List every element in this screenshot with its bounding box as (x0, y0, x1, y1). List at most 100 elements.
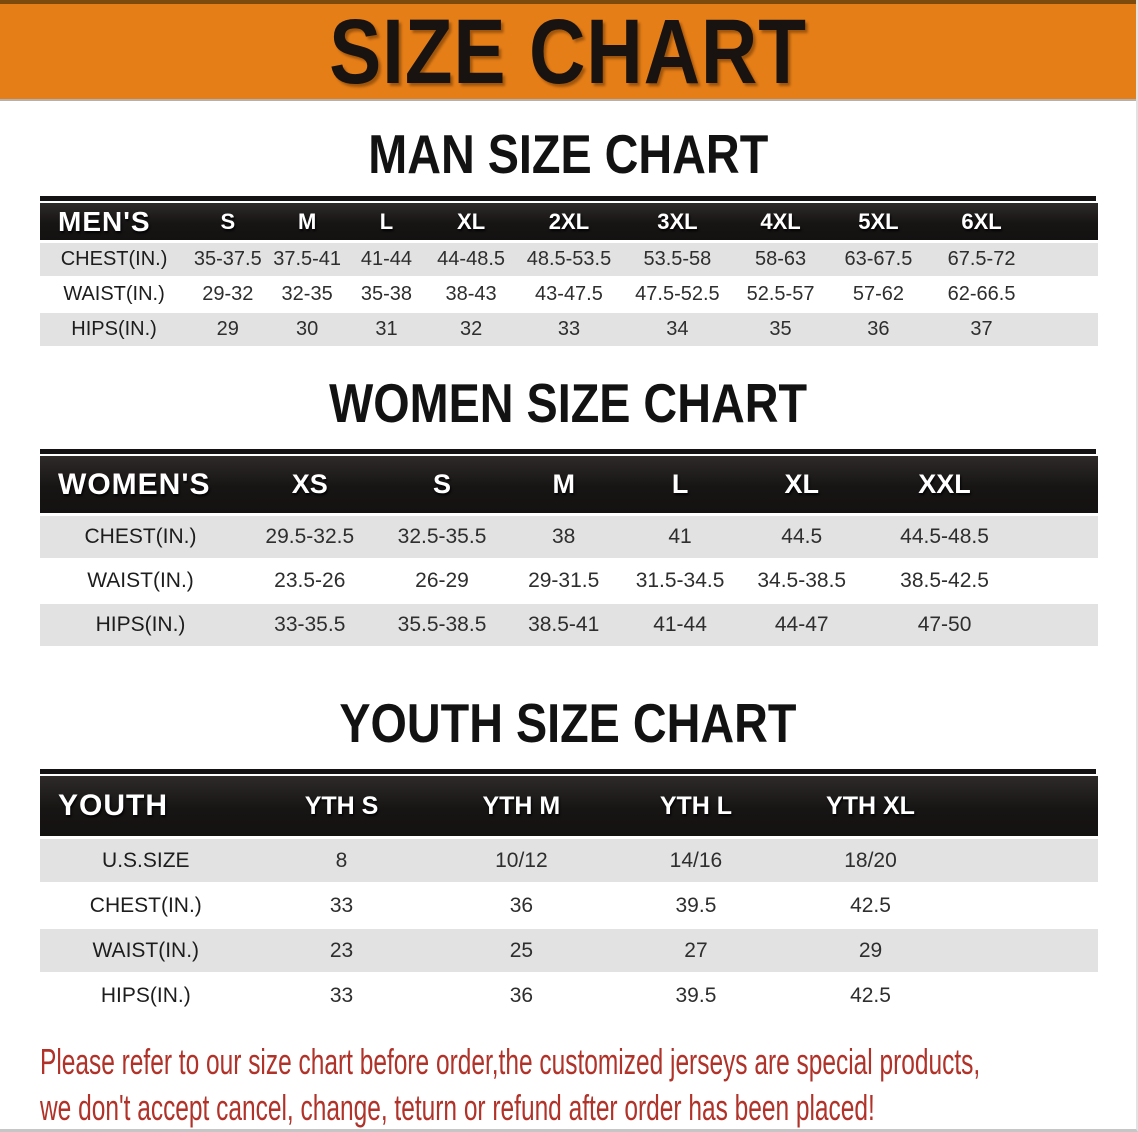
youth-size-table: YOUTH YTH S YTH M YTH L YTH XL U.S.SIZE 8 10/12… (40, 776, 1098, 1019)
size-cell: 38.5-41 (505, 604, 622, 648)
size-cell: 14/16 (611, 839, 781, 884)
size-cell: 33 (251, 974, 432, 1019)
size-cell: 43-47.5 (516, 278, 622, 313)
size-cell: 35-38 (346, 278, 427, 313)
section-womens: WOMEN SIZE CHART WOMEN'S XS S M L XL XXL CHEST(I… (0, 376, 1136, 648)
mens-size-table: MEN'S S M L XL 2XL 3XL 4XL 5XL 6XL CHEST(IN.) 35-37… (40, 203, 1098, 348)
size-cell: 36 (431, 974, 612, 1019)
size-cell: 57-62 (828, 278, 929, 313)
size-cell: 29 (780, 929, 961, 974)
size-cell: 26-29 (378, 560, 506, 604)
size-cell: 29 (188, 313, 268, 348)
size-cell: 25 (431, 929, 612, 974)
table-top-border (40, 449, 1096, 454)
size-cell: 47.5-52.5 (621, 278, 733, 313)
size-cell: 31.5-34.5 (621, 560, 739, 604)
size-cell: 53.5-58 (621, 243, 733, 278)
size-cell: 27 (611, 929, 781, 974)
table-title: WOMEN'S (40, 456, 242, 516)
column-header: 3XL (621, 203, 733, 243)
column-header: S (188, 203, 268, 243)
size-cell: 48.5-53.5 (516, 243, 622, 278)
column-header: YTH L (611, 776, 781, 839)
size-cell: 33 (251, 884, 432, 929)
row-label: CHEST(IN.) (40, 243, 189, 278)
size-chart-sections: MAN SIZE CHART MEN'S S M L XL 2XL 3XL 4XL 5XL 6XL C… (0, 127, 1136, 1019)
size-cell: 29-31.5 (505, 560, 622, 604)
table-row: HIPS(IN.) 33-35.5 35.5-38.5 38.5-41 41-44 44-… (40, 604, 1098, 648)
row-filler (1034, 313, 1098, 348)
column-header: XS (241, 456, 379, 516)
size-cell: 35-37.5 (188, 243, 268, 278)
section-mens: MAN SIZE CHART MEN'S S M L XL 2XL 3XL 4XL 5XL 6XL C… (0, 127, 1136, 348)
row-filler (1034, 278, 1098, 313)
size-cell: 41-44 (346, 243, 427, 278)
table-header-row: WOMEN'S XS S M L XL XXL (40, 456, 1098, 516)
size-cell: 36 (431, 884, 612, 929)
column-header: XXL (865, 456, 1024, 516)
size-cell: 23 (251, 929, 432, 974)
size-cell: 29-32 (188, 278, 268, 313)
row-filler (1023, 516, 1098, 560)
size-cell: 10/12 (431, 839, 612, 884)
size-cell: 44.5 (738, 516, 866, 560)
table-top-border (40, 769, 1096, 774)
column-header: L (621, 456, 739, 516)
size-cell: 38.5-42.5 (865, 560, 1024, 604)
size-cell: 33-35.5 (241, 604, 379, 648)
row-label: HIPS(IN.) (40, 313, 189, 348)
header-filler (1023, 456, 1098, 516)
column-header: M (505, 456, 622, 516)
column-header: 6XL (928, 203, 1035, 243)
size-cell: 35.5-38.5 (378, 604, 506, 648)
section-youth: YOUTH SIZE CHART YOUTH YTH S YTH M YTH L YTH … (0, 696, 1136, 1019)
size-cell: 38-43 (426, 278, 517, 313)
size-cell: 37 (928, 313, 1035, 348)
row-label: U.S.SIZE (40, 839, 252, 884)
table-row: CHEST(IN.) 29.5-32.5 32.5-35.5 38 41 44.5 44.5… (40, 516, 1098, 560)
table-row: CHEST(IN.) 33 36 39.5 42.5 (40, 884, 1098, 929)
size-cell: 42.5 (780, 974, 961, 1019)
table-row: CHEST(IN.) 35-37.5 37.5-41 41-44 44-48.5 48.5… (40, 243, 1098, 278)
section-heading-text: YOUTH SIZE CHART (339, 692, 797, 754)
table-title: MEN'S (40, 203, 189, 243)
size-cell: 29.5-32.5 (241, 516, 379, 560)
size-cell: 32.5-35.5 (378, 516, 506, 560)
header-filler (960, 776, 1098, 839)
size-cell: 31 (346, 313, 427, 348)
table-row: WAIST(IN.) 29-32 32-35 35-38 38-43 43-47.5 47.… (40, 278, 1098, 313)
size-cell: 34 (621, 313, 733, 348)
table-top-border (40, 196, 1096, 201)
size-cell: 32 (426, 313, 517, 348)
column-header: L (346, 203, 427, 243)
column-header: M (267, 203, 347, 243)
column-header: XL (738, 456, 866, 516)
table-header-row: MEN'S S M L XL 2XL 3XL 4XL 5XL 6XL (40, 203, 1098, 243)
size-cell: 30 (267, 313, 347, 348)
note-line-1: Please refer to our size chart before or… (40, 1041, 981, 1082)
table-row: WAIST(IN.) 23.5-26 26-29 29-31.5 31.5-34.5 34… (40, 560, 1098, 604)
size-cell: 18/20 (780, 839, 961, 884)
banner: SIZE CHART (0, 0, 1136, 101)
size-cell: 38 (505, 516, 622, 560)
size-cell: 44.5-48.5 (865, 516, 1024, 560)
size-cell: 42.5 (780, 884, 961, 929)
section-heading-mens: MAN SIZE CHART (0, 127, 1136, 182)
column-header: XL (426, 203, 517, 243)
size-cell: 36 (828, 313, 929, 348)
size-cell: 37.5-41 (267, 243, 347, 278)
row-filler (960, 929, 1098, 974)
row-filler (1034, 243, 1098, 278)
row-label: HIPS(IN.) (40, 604, 242, 648)
size-cell: 47-50 (865, 604, 1024, 648)
size-cell: 34.5-38.5 (738, 560, 866, 604)
table-row: HIPS(IN.) 33 36 39.5 42.5 (40, 974, 1098, 1019)
row-label: CHEST(IN.) (40, 884, 252, 929)
table-row: WAIST(IN.) 23 25 27 29 (40, 929, 1098, 974)
row-filler (1023, 604, 1098, 648)
row-label: HIPS(IN.) (40, 974, 252, 1019)
header-filler (1034, 203, 1098, 243)
size-cell: 41-44 (621, 604, 739, 648)
size-cell: 32-35 (267, 278, 347, 313)
row-filler (960, 974, 1098, 1019)
